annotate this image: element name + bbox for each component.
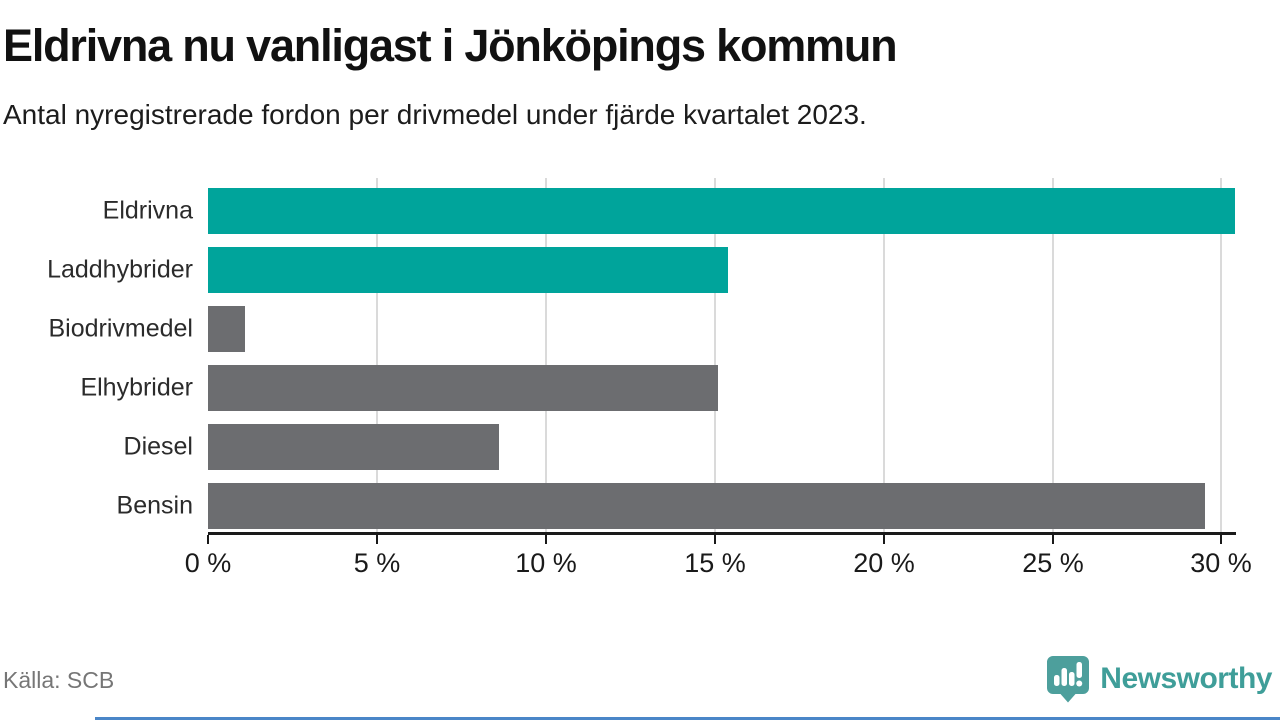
x-tick-10 (545, 535, 547, 544)
bar-bensin (208, 483, 1205, 529)
gridline-25 (1052, 178, 1054, 533)
category-label-eldrivna: Eldrivna (102, 196, 193, 225)
page-subtitle: Antal nyregistrerade fordon per drivmede… (3, 99, 867, 130)
bar-eldrivna (208, 188, 1235, 234)
bar-biodrivmedel (208, 306, 245, 352)
x-tick-20 (883, 535, 885, 544)
gridline-15 (714, 178, 716, 533)
bar-elhybrider (208, 365, 718, 411)
x-axis-line (208, 532, 1236, 535)
newsworthy-logo: Newsworthy (1046, 654, 1272, 704)
newsworthy-logo-icon (1047, 656, 1090, 703)
x-tick-label-25: 25 % (1022, 548, 1084, 578)
x-tick-label-20: 20 % (853, 548, 915, 578)
gridline-10 (545, 178, 547, 533)
x-tick-30 (1220, 535, 1222, 544)
category-label-bensin: Bensin (116, 491, 193, 520)
x-tick-5 (376, 535, 378, 544)
x-tick-25 (1052, 535, 1054, 544)
category-label-biodrivmedel: Biodrivmedel (48, 314, 193, 343)
bar-chart-plot-area (208, 178, 1235, 533)
gridline-30 (1220, 178, 1222, 533)
x-tick-15 (714, 535, 716, 544)
x-tick-label-10: 10 % (515, 548, 577, 578)
x-tick-label-5: 5 % (353, 548, 401, 578)
x-tick-label-15: 15 % (684, 548, 746, 578)
gridline-20 (883, 178, 885, 533)
bar-diesel (208, 424, 499, 470)
bottom-accent-rule (95, 717, 1280, 720)
x-tick-0 (207, 535, 209, 544)
category-label-elhybrider: Elhybrider (80, 373, 193, 402)
category-label-laddhybrider: Laddhybrider (47, 255, 193, 284)
bar-laddhybrider (208, 247, 728, 293)
page-title: Eldrivna nu vanligast i Jönköpings kommu… (3, 20, 898, 71)
x-tick-label-0: 0 % (184, 548, 232, 578)
x-tick-label-30: 30 % (1190, 548, 1252, 578)
category-label-diesel: Diesel (123, 432, 193, 461)
gridline-5 (376, 178, 378, 533)
newsworthy-logo-text: Newsworthy (1100, 662, 1272, 695)
source-credit: Källa: SCB (3, 667, 115, 693)
